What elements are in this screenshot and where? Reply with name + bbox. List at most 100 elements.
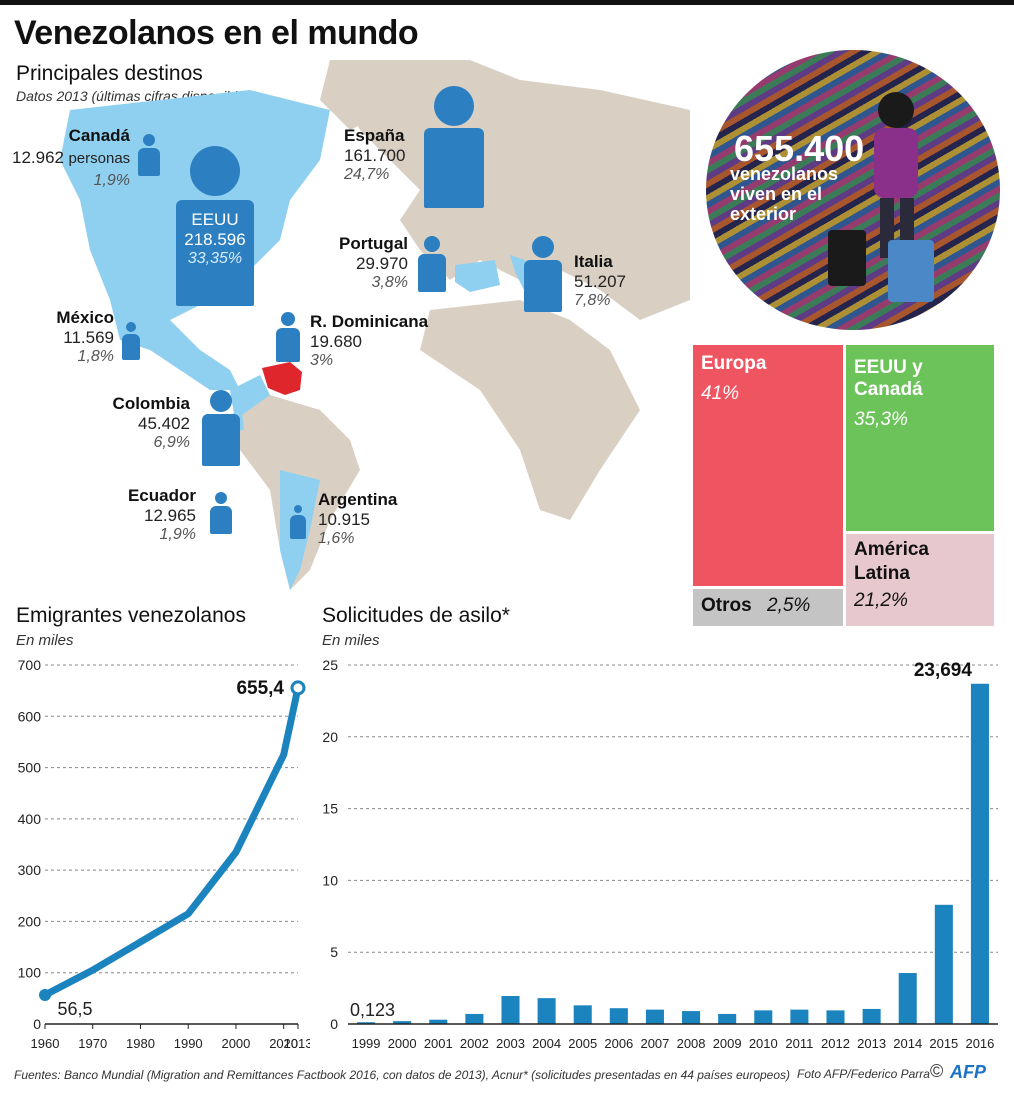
label-canada-pct: 1,9% <box>93 172 130 189</box>
figure-canada <box>138 134 160 178</box>
traveler-figure <box>828 92 934 302</box>
highlight-photo: 655.400 venezolanos viven en el exterior <box>706 50 1000 330</box>
bar-2002 <box>465 1013 484 1024</box>
bar-xtick-label: 2013 <box>857 1036 886 1051</box>
treemap-otros: Otros 2,5% <box>693 589 843 626</box>
bar-2001 <box>429 1019 448 1024</box>
figure-argentina <box>290 505 306 539</box>
bar-2007 <box>645 1009 664 1024</box>
label-dominicana: R. Dominicana 19.680 3% <box>310 312 429 369</box>
line-ytick-label: 0 <box>33 1016 41 1032</box>
page-title: Venezolanos en el mundo <box>14 14 419 52</box>
figure-italia <box>524 236 562 312</box>
bar-1999 <box>357 1022 376 1024</box>
line-point-first <box>39 989 51 1002</box>
figure-ecuador <box>210 492 232 536</box>
line-xtick-label: 1960 <box>31 1036 60 1051</box>
bar-2000 <box>393 1021 412 1024</box>
bar-xtick-label: 2004 <box>532 1036 561 1051</box>
line-xtick-label: 1990 <box>174 1036 203 1051</box>
bar-ytick-label: 15 <box>322 801 338 817</box>
bar-xtick-label: 2002 <box>460 1036 489 1051</box>
bar-ytick-label: 20 <box>322 729 338 745</box>
photo-credit: Foto AFP/Federico Parra <box>797 1067 930 1081</box>
map-subtitle: Principales destinos <box>16 62 203 85</box>
treemap-europa: Europa 41% <box>693 345 843 586</box>
bar-xtick-label: 2009 <box>713 1036 742 1051</box>
figure-espana <box>424 86 484 208</box>
line-ytick-label: 500 <box>18 760 42 776</box>
label-mexico: México 11.569 1,8% <box>56 308 114 365</box>
bar-chart-unit: En miles <box>322 632 380 649</box>
bar-2005 <box>573 1005 592 1024</box>
map-africa <box>420 300 640 520</box>
label-colombia: Colombia 45.402 6,9% <box>112 394 190 451</box>
bar-xtick-label: 2015 <box>929 1036 958 1051</box>
bar-ytick-label: 0 <box>330 1016 338 1032</box>
bar-ytick-label: 25 <box>322 657 338 673</box>
map-greenland <box>320 60 400 130</box>
map-mexico <box>120 320 240 390</box>
treemap-eeuu-canada: EEUU y Canadá 35,3% <box>846 345 994 531</box>
world-map <box>60 60 690 590</box>
label-canada-value: 12.962 personas <box>12 148 131 167</box>
bar-xtick-label: 2008 <box>677 1036 706 1051</box>
label-ecuador: Ecuador 12.965 1,9% <box>127 486 196 543</box>
bar-2010 <box>754 1010 773 1024</box>
line-chart: 0 100 200 300 400 500 600 700 1960 1970 1980 1990 20… <box>18 657 310 1051</box>
bar-xtick-label: 2010 <box>749 1036 778 1051</box>
bar-xtick-label: 2006 <box>604 1036 633 1051</box>
label-argentina: Argentina 10.915 1,6% <box>318 490 398 547</box>
bar-chart: 0 5 10 15 20 25 1999 2000 2001 2002 2003 2004 2005 20… <box>322 657 998 1051</box>
bar-2015 <box>934 904 953 1024</box>
bar-2006 <box>609 1008 628 1024</box>
line-ytick-label: 100 <box>18 965 42 981</box>
line-point-last <box>290 680 306 696</box>
line-ytick-label: 300 <box>18 862 42 878</box>
bar-2011 <box>790 1009 809 1024</box>
label-eeuu: EEUU 218.596 33,35% <box>184 210 246 267</box>
line-xtick-label: 2010 <box>269 1036 298 1051</box>
bar-2003 <box>501 995 520 1024</box>
label-canada: Canadá <box>68 126 130 145</box>
treemap-america-latina: América Latina 21,2% <box>846 534 994 626</box>
figure-eeuu <box>176 146 254 306</box>
map-iberia <box>455 260 500 292</box>
bar-ytick-label: 5 <box>330 944 338 960</box>
line-xtick-label: 2013 <box>284 1036 310 1051</box>
line-chart-title: Emigrantes venezolanos <box>16 604 246 627</box>
bar-2016 <box>970 683 989 1024</box>
bar-2012 <box>826 1010 845 1024</box>
bar-annotation-last: 23,694 <box>914 660 973 681</box>
bar-2008 <box>682 1011 701 1024</box>
copyright-mark: © <box>930 1061 944 1081</box>
bar-xtick-label: 2011 <box>785 1036 813 1051</box>
line-series-emigrantes <box>41 684 302 999</box>
bar-xtick-label: 2012 <box>821 1036 850 1051</box>
map-eurasia <box>330 60 690 320</box>
bar-2004 <box>537 998 556 1024</box>
line-xtick-label: 1970 <box>78 1036 107 1051</box>
bar-xtick-label: 2000 <box>388 1036 417 1051</box>
line-ytick-label: 200 <box>18 913 42 929</box>
map-venezuela <box>262 362 302 395</box>
line-chart-unit: En miles <box>16 632 74 649</box>
bar-2013 <box>862 1008 881 1024</box>
line-annotation-first: 56,5 <box>57 999 92 1019</box>
bar-xtick-label: 2014 <box>893 1036 922 1051</box>
line-annotation-last: 655,4 <box>236 678 284 699</box>
bar-xtick-label: 2001 <box>424 1036 453 1051</box>
bar-ytick-label: 10 <box>322 872 338 888</box>
bar-2014 <box>898 973 917 1024</box>
line-xtick-label: 1980 <box>126 1036 155 1051</box>
bar-xtick-label: 2005 <box>568 1036 597 1051</box>
line-xtick-label: 2000 <box>221 1036 250 1051</box>
figure-colombia <box>202 390 240 466</box>
figure-mexico <box>122 322 140 360</box>
line-ytick-label: 600 <box>18 708 42 724</box>
bar-2009 <box>718 1013 737 1024</box>
label-italia: Italia 51.207 7,8% <box>574 252 626 309</box>
bar-xtick-label: 2007 <box>640 1036 669 1051</box>
bar-chart-title: Solicitudes de asilo* <box>322 604 510 627</box>
highlight-number: 655.400 <box>734 128 865 169</box>
